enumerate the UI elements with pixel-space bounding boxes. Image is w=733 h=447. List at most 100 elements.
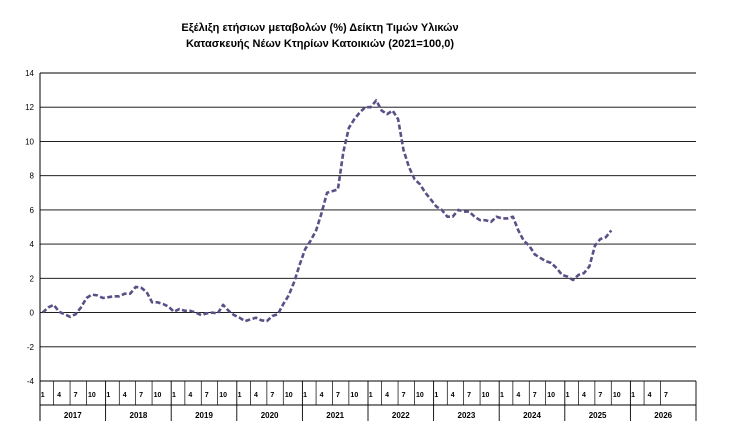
data-point	[599, 238, 601, 240]
month-tick-label: 10	[416, 392, 424, 399]
data-point	[539, 257, 541, 259]
month-tick-label: 1	[434, 392, 438, 399]
year-label: 2018	[130, 411, 148, 420]
month-tick-label: 10	[285, 392, 293, 399]
year-label: 2020	[261, 411, 279, 420]
month-tick-label: 4	[320, 392, 324, 399]
data-point	[299, 264, 301, 266]
chart-title-line-1: Εξέλιξη ετήσιων μεταβολών (%) Δείκτη Τιμ…	[181, 22, 459, 34]
month-tick-label: 10	[547, 392, 555, 399]
month-tick-label: 1	[238, 392, 242, 399]
data-point	[173, 311, 175, 313]
month-tick-label: 1	[500, 392, 504, 399]
data-point	[528, 245, 530, 247]
month-tick-label: 1	[566, 392, 570, 399]
month-tick-label: 7	[402, 392, 406, 399]
month-tick-label: 7	[467, 392, 471, 399]
data-point	[457, 209, 459, 211]
month-tick-label: 1	[303, 392, 307, 399]
data-point	[107, 296, 109, 298]
data-point	[282, 303, 284, 305]
data-point	[167, 306, 169, 308]
month-tick-label: 4	[254, 392, 258, 399]
data-point	[102, 297, 104, 299]
data-point	[157, 301, 159, 303]
month-tick-label: 4	[451, 392, 455, 399]
data-point	[118, 295, 120, 297]
month-tick-label: 1	[369, 392, 373, 399]
data-point	[567, 276, 569, 278]
data-point	[80, 306, 82, 308]
data-point	[479, 219, 481, 221]
data-point	[124, 293, 126, 295]
data-point	[545, 260, 547, 262]
data-point	[178, 308, 180, 310]
data-point	[610, 229, 612, 231]
month-tick-label: 7	[598, 392, 602, 399]
data-point	[228, 310, 230, 312]
data-point	[364, 106, 366, 108]
data-point	[370, 106, 372, 108]
data-point	[129, 293, 131, 295]
month-tick-label: 7	[205, 392, 209, 399]
data-point	[85, 297, 87, 299]
data-point	[452, 216, 454, 218]
data-point	[588, 265, 590, 267]
data-point	[310, 240, 312, 242]
data-point	[239, 317, 241, 319]
data-point	[75, 313, 77, 315]
data-point	[162, 303, 164, 305]
month-tick-label: 1	[106, 392, 110, 399]
data-point	[381, 110, 383, 112]
data-point	[413, 178, 415, 180]
data-point	[506, 217, 508, 219]
data-point	[375, 99, 377, 101]
data-point	[321, 212, 323, 214]
data-point	[556, 267, 558, 269]
data-point	[277, 313, 279, 315]
y-tick-label: 0	[30, 309, 35, 318]
data-point	[315, 229, 317, 231]
year-label: 2025	[589, 411, 607, 420]
data-point	[189, 310, 191, 312]
month-tick-label: 4	[385, 392, 389, 399]
data-point	[140, 287, 142, 289]
y-tick-label: -4	[27, 377, 35, 386]
data-point	[271, 315, 273, 317]
data-point	[266, 320, 268, 322]
month-tick-label: 10	[613, 392, 621, 399]
data-point	[495, 216, 497, 218]
data-point	[326, 192, 328, 194]
data-point	[474, 216, 476, 218]
data-point	[304, 248, 306, 250]
month-tick-label: 10	[350, 392, 358, 399]
year-label: 2019	[195, 411, 213, 420]
month-tick-label: 7	[270, 392, 274, 399]
data-point	[501, 217, 503, 219]
data-point	[424, 192, 426, 194]
data-point	[550, 262, 552, 264]
data-point	[293, 281, 295, 283]
y-tick-label: 10	[25, 137, 34, 146]
data-point	[249, 318, 251, 320]
data-point	[490, 221, 492, 223]
data-point	[485, 219, 487, 221]
data-point	[211, 312, 213, 314]
year-label: 2017	[64, 411, 82, 420]
data-point	[222, 304, 224, 306]
data-point	[69, 316, 71, 318]
data-point	[397, 118, 399, 120]
data-point	[53, 304, 55, 306]
data-point	[58, 311, 60, 313]
month-tick-label: 1	[631, 392, 635, 399]
month-tick-label: 7	[74, 392, 78, 399]
year-label: 2024	[523, 411, 541, 420]
y-tick-label: 8	[30, 172, 35, 181]
data-point	[47, 306, 49, 308]
month-tick-label: 4	[57, 392, 61, 399]
month-tick-label: 7	[139, 392, 143, 399]
data-point	[408, 166, 410, 168]
data-point	[468, 211, 470, 213]
data-point	[435, 205, 437, 207]
